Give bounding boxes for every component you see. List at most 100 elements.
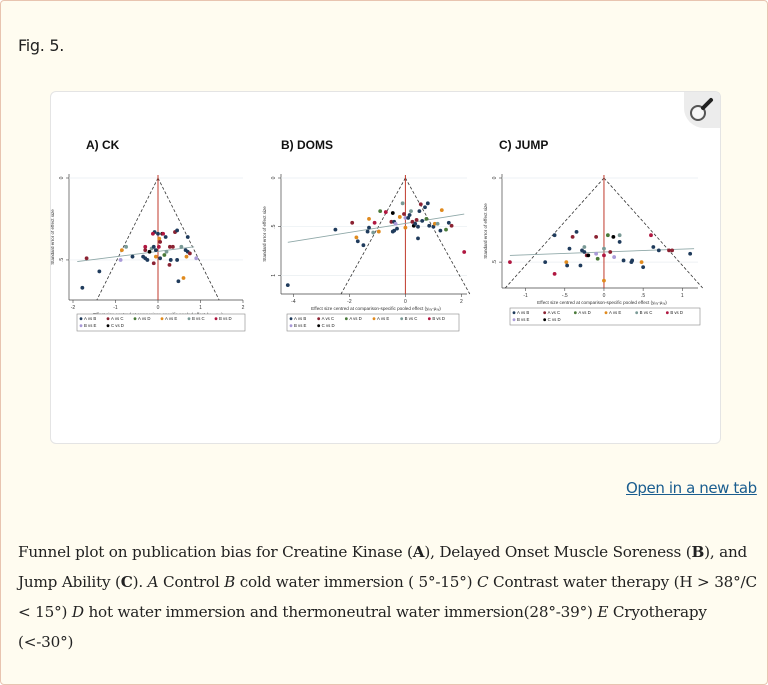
svg-text:-1: -1 bbox=[113, 305, 118, 311]
data-point bbox=[462, 250, 467, 254]
svg-text:0: 0 bbox=[271, 176, 277, 179]
data-point bbox=[395, 226, 399, 231]
data-point bbox=[439, 208, 444, 213]
data-point bbox=[383, 210, 388, 214]
svg-text:B vs C: B vs C bbox=[192, 316, 205, 321]
data-point bbox=[570, 234, 575, 239]
data-point bbox=[605, 233, 610, 238]
data-point bbox=[543, 260, 548, 265]
figure-label: Fig. 5. bbox=[18, 36, 64, 55]
data-point bbox=[143, 244, 148, 249]
data-point bbox=[145, 258, 150, 262]
data-point bbox=[161, 231, 165, 236]
data-point bbox=[567, 246, 572, 251]
data-point bbox=[168, 244, 172, 249]
magnifier-icon bbox=[690, 98, 713, 121]
svg-text:2: 2 bbox=[242, 305, 245, 311]
data-point bbox=[119, 248, 124, 253]
data-point bbox=[390, 211, 395, 215]
svg-text:-2: -2 bbox=[347, 299, 352, 305]
data-point bbox=[354, 235, 359, 240]
data-point bbox=[118, 258, 123, 262]
data-point bbox=[389, 219, 394, 224]
data-point bbox=[176, 279, 181, 284]
data-point bbox=[124, 244, 129, 249]
svg-text:2: 2 bbox=[460, 299, 463, 305]
data-point bbox=[621, 258, 626, 263]
data-point bbox=[420, 218, 425, 223]
svg-text:A vs C: A vs C bbox=[548, 310, 560, 315]
svg-text:A vs D: A vs D bbox=[138, 316, 150, 321]
data-point bbox=[639, 260, 644, 265]
data-point bbox=[163, 235, 168, 239]
data-point bbox=[564, 260, 569, 265]
data-point bbox=[414, 217, 419, 222]
data-point bbox=[162, 253, 167, 257]
data-point bbox=[688, 251, 693, 256]
data-point bbox=[397, 215, 402, 219]
zoom-button[interactable] bbox=[684, 92, 720, 128]
data-point bbox=[367, 217, 371, 221]
data-point bbox=[175, 258, 180, 262]
data-point bbox=[444, 227, 448, 232]
data-point bbox=[656, 248, 661, 253]
svg-text:Effect size centred at compari: Effect size centred at comparison-specif… bbox=[537, 300, 667, 305]
svg-text:.5: .5 bbox=[641, 293, 645, 299]
data-point bbox=[595, 256, 600, 261]
data-point bbox=[582, 250, 587, 254]
data-point bbox=[153, 254, 158, 259]
data-point bbox=[170, 244, 175, 249]
funnel-plot-b: B) DOMS 0 .5 1 -4 -2 0 2 Standard error of effec… bbox=[262, 138, 471, 332]
svg-text:B vs C: B vs C bbox=[640, 310, 653, 315]
data-point bbox=[617, 233, 622, 238]
data-point bbox=[285, 283, 290, 288]
data-point bbox=[156, 231, 160, 236]
data-point bbox=[187, 251, 192, 256]
data-point bbox=[427, 223, 432, 228]
svg-text:B vs C: B vs C bbox=[405, 316, 418, 321]
svg-text:0: 0 bbox=[404, 299, 407, 305]
data-point bbox=[153, 248, 158, 253]
data-point bbox=[367, 225, 371, 230]
svg-text:A vs E: A vs E bbox=[377, 316, 389, 321]
funnel-plot-a: A) CK 0 .5 -2 -1 0 1 2 Standard error of effect … bbox=[51, 138, 246, 332]
data-point bbox=[602, 253, 606, 258]
data-point bbox=[617, 240, 622, 244]
svg-text:1: 1 bbox=[271, 274, 277, 277]
data-point bbox=[143, 248, 148, 253]
data-point bbox=[612, 255, 617, 259]
data-point bbox=[157, 236, 162, 241]
figure-image[interactable]: A) CK 0 .5 -2 -1 0 1 2 Standard error of effect … bbox=[50, 91, 721, 444]
svg-text:B vs D: B vs D bbox=[219, 316, 232, 321]
data-point bbox=[371, 230, 376, 235]
data-point bbox=[147, 249, 152, 254]
svg-text:B vs D: B vs D bbox=[670, 310, 683, 315]
svg-text:-.5: -.5 bbox=[562, 293, 568, 299]
data-point bbox=[418, 202, 423, 207]
svg-text:1: 1 bbox=[681, 293, 684, 299]
data-point bbox=[651, 245, 656, 249]
panel-title: B) DOMS bbox=[281, 138, 333, 152]
data-point bbox=[97, 269, 102, 274]
svg-text:Standard error of effect size: Standard error of effect size bbox=[262, 206, 267, 262]
svg-text:.5: .5 bbox=[271, 224, 277, 228]
svg-text:A vs B: A vs B bbox=[517, 310, 529, 315]
data-point bbox=[565, 263, 570, 268]
data-point bbox=[158, 240, 163, 244]
data-point bbox=[578, 263, 583, 268]
data-point bbox=[424, 217, 429, 221]
data-point bbox=[409, 209, 413, 214]
data-point bbox=[376, 229, 381, 234]
figure-caption: Funnel plot on publication bias for Crea… bbox=[18, 543, 757, 651]
data-point bbox=[425, 201, 430, 206]
svg-text:-1: -1 bbox=[523, 293, 528, 299]
svg-text:-4: -4 bbox=[291, 299, 296, 305]
data-point bbox=[181, 276, 186, 280]
data-point bbox=[417, 209, 422, 214]
data-point bbox=[402, 212, 406, 216]
open-in-new-tab-link[interactable]: Open in a new tab bbox=[626, 479, 757, 497]
svg-text:.5: .5 bbox=[59, 258, 65, 262]
svg-text:A vs E: A vs E bbox=[609, 310, 621, 315]
data-point bbox=[410, 219, 415, 224]
data-point bbox=[582, 245, 587, 249]
